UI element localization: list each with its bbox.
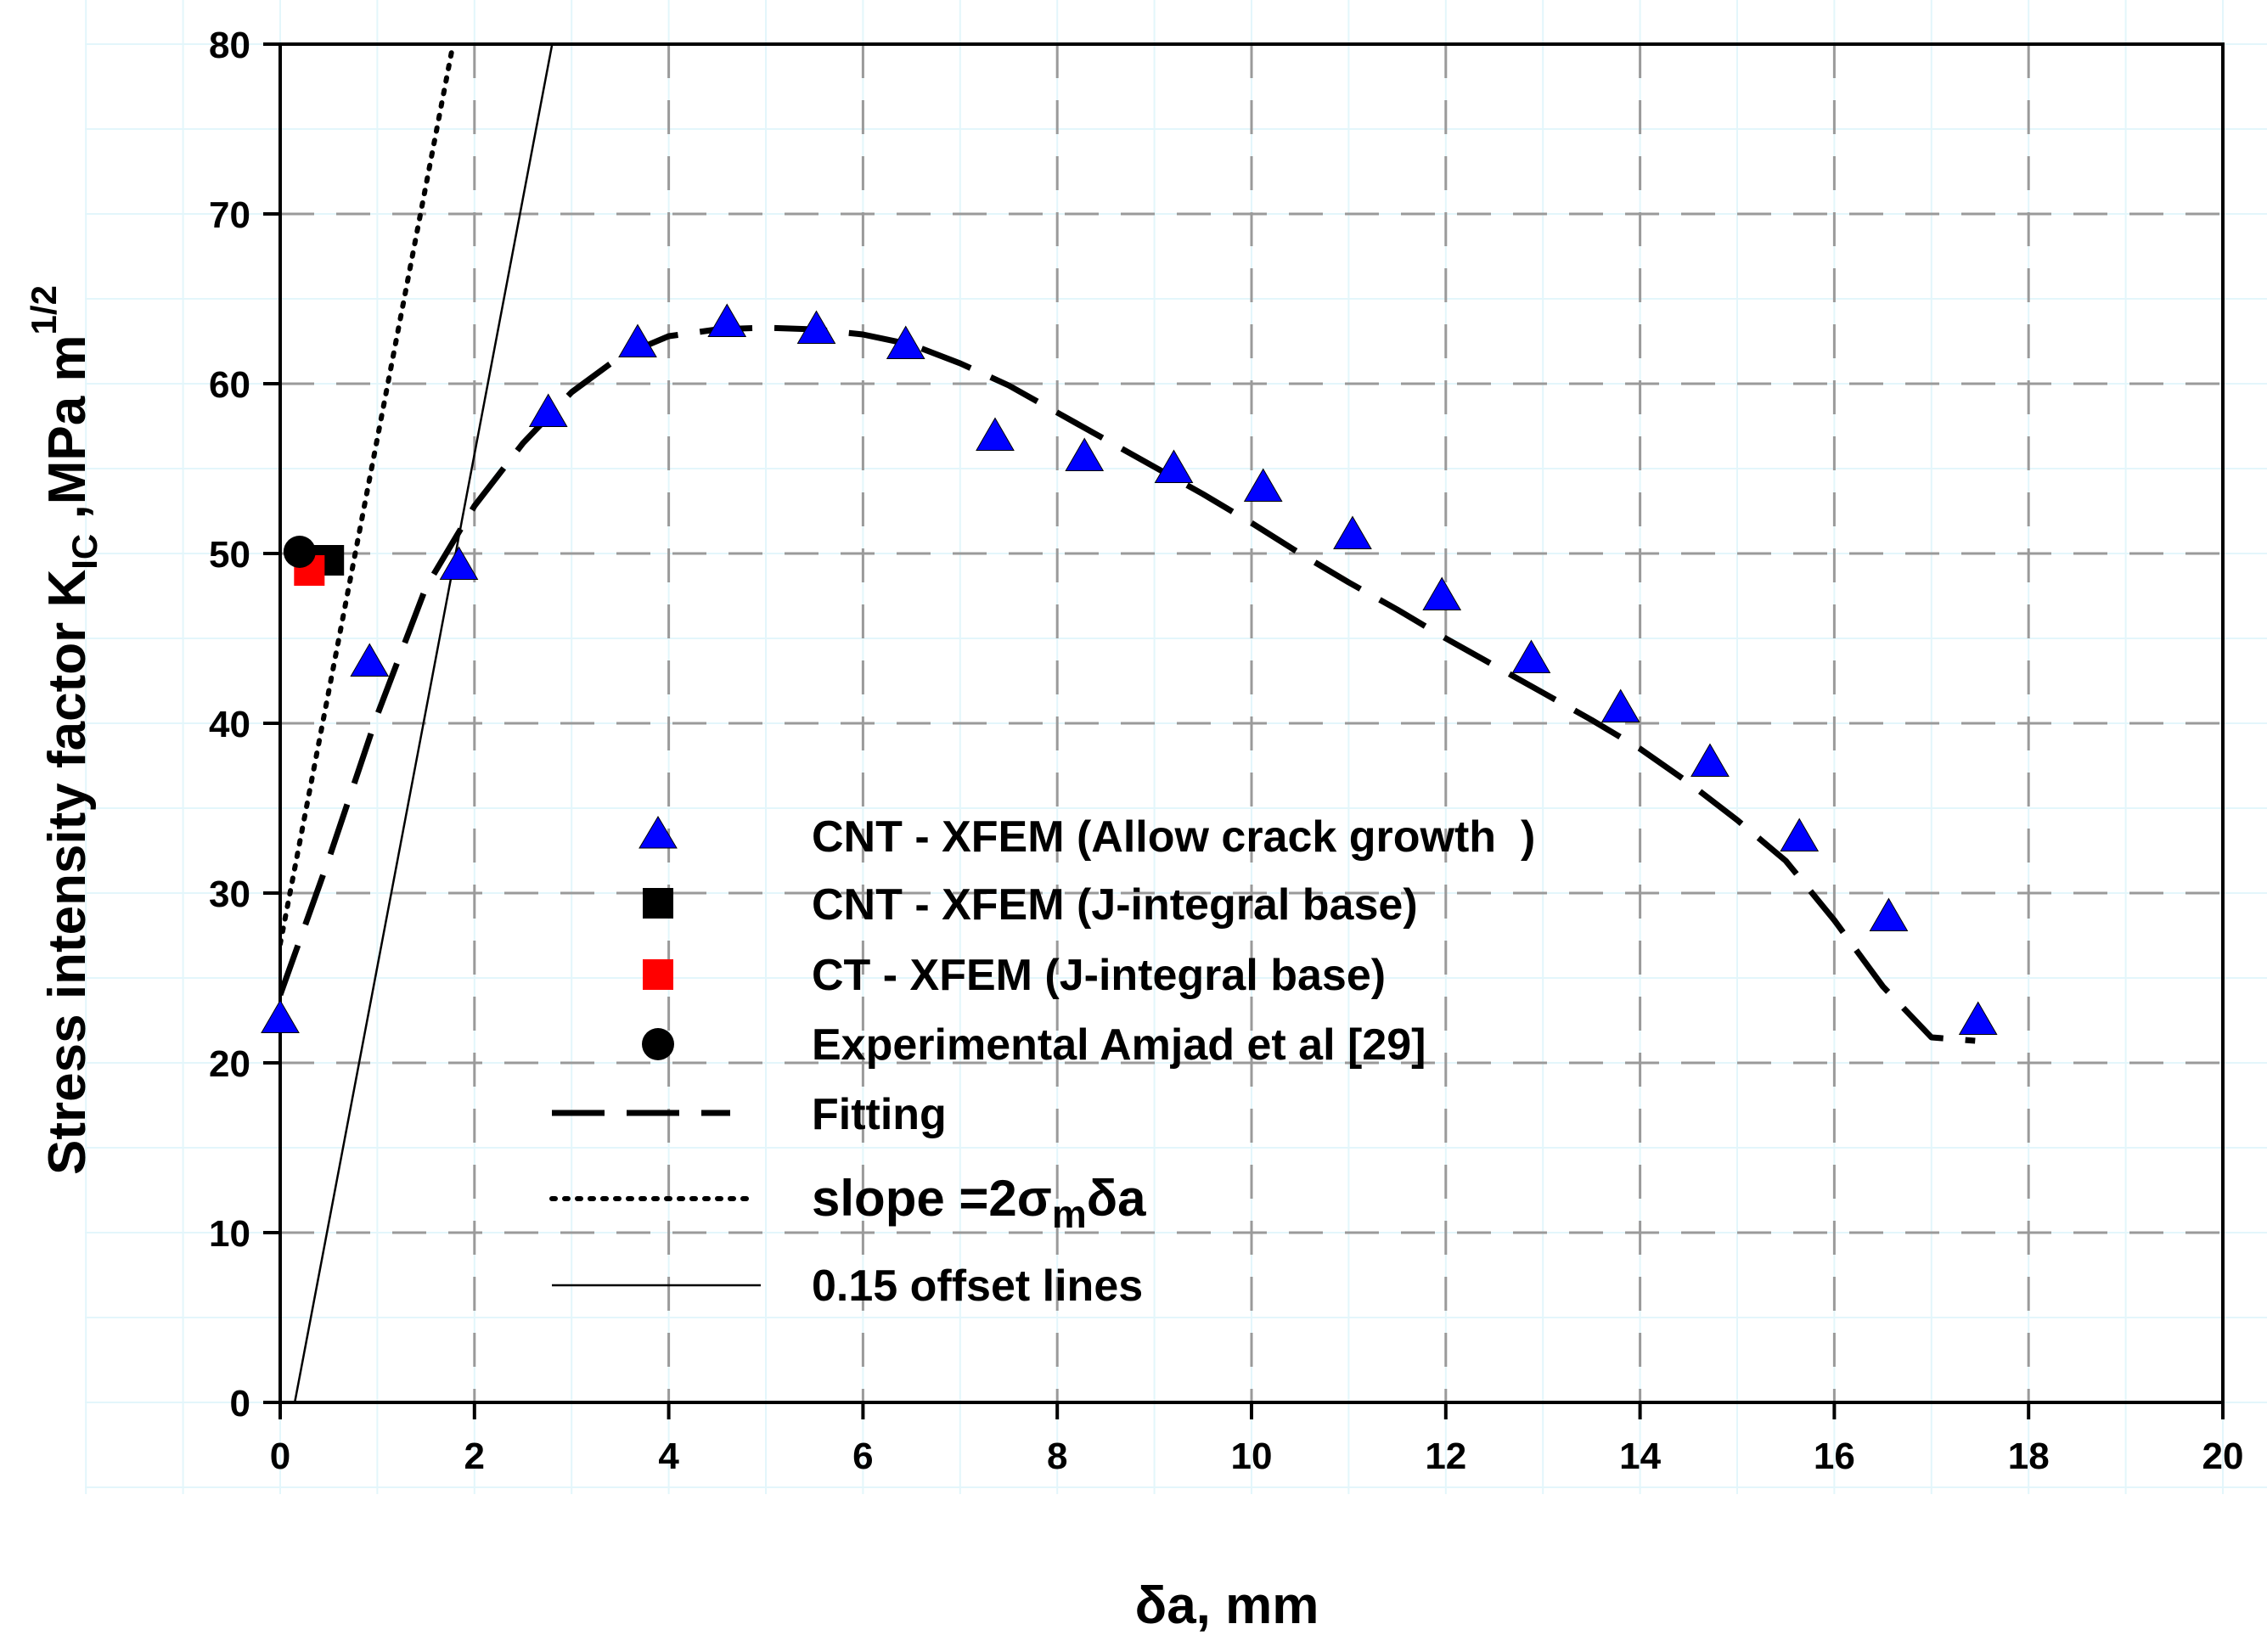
series-line-6 [293,44,554,1402]
x-tick-label: 14 [1619,1436,1661,1477]
y-tick-label: 40 [209,704,250,745]
y-axis-title-subscript: IC [65,534,104,570]
data-point-triangle [886,325,925,359]
y-tick-labels: 0 10 20 30 40 50 60 70 80 [209,25,250,1424]
y-tick-label: 10 [209,1213,250,1255]
data-point-triangle [707,303,747,337]
data-point-triangle [528,393,568,427]
x-tick-label: 18 [2008,1436,2050,1477]
data-point-triangle [976,417,1015,451]
x-axis-title: δa, mm [1135,1576,1319,1635]
major-grid [280,44,2223,1402]
data-point-triangle [1958,1001,1998,1035]
data-point-triangle [1243,468,1283,502]
y-tick-label: 20 [209,1043,250,1085]
y-tick-label: 0 [230,1383,250,1424]
data-point-triangle [1154,449,1194,483]
x-tick-label: 0 [270,1436,290,1477]
x-tick-label: 20 [2202,1436,2244,1477]
data-point-triangle [618,323,657,357]
legend-label-slope: slope =2σmδa [812,1170,1146,1236]
y-tick-label: 50 [209,534,250,576]
y-axis-title-main: Stress intensity factor K [38,570,97,1175]
minor-grid [85,0,2267,1494]
legend-marker-circle [642,1028,674,1060]
y-tick-label: 80 [209,25,250,66]
legend-label-cnt-j-integral: CNT - XFEM (J-integral base) [812,880,1418,930]
series-markers [261,303,1998,1035]
y-tick-label: 70 [209,194,250,236]
data-point-triangle [1422,576,1462,610]
x-tick-label: 8 [1047,1436,1067,1477]
x-tick-label: 10 [1231,1436,1273,1477]
data-point-triangle [1690,743,1730,777]
y-tick-label: 30 [209,874,250,915]
data-point-triangle [350,643,390,677]
legend-label-slope-tail: δa [1087,1170,1146,1227]
data-point-triangle [1869,897,1909,931]
series-line-4 [280,324,1976,1044]
axis-ticks [263,42,2225,1419]
x-tick-label: 16 [1814,1436,1855,1477]
data-point-triangle [1600,688,1640,722]
legend-label-slope-main: slope =2σ [812,1170,1052,1227]
legend-label-ct-j-integral: CT - XFEM (J-integral base) [812,951,1386,1000]
series-lines [280,44,1976,1402]
data-point-triangle [1780,818,1820,851]
y-axis-title-superscript: 1/2 [24,285,64,334]
y-tick-label: 60 [209,364,250,406]
legend-label-fitting: Fitting [812,1090,947,1139]
x-tick-label: 12 [1425,1436,1466,1477]
y-axis-title: Stress intensity factor KIC ,MPa m1/2 [24,285,104,1175]
data-point-triangle [439,546,479,580]
legend-marker-triangle [638,816,678,849]
data-point-triangle [1333,515,1372,549]
legend-label-cnt-crack-growth: CNT - XFEM (Allow crack growth ) [812,812,1535,862]
data-point-triangle [261,999,300,1033]
data-point-circle [283,536,316,568]
data-point-triangle [1065,437,1105,471]
x-tick-label: 2 [464,1436,485,1477]
y-axis-title-unit: ,MPa m [38,334,97,533]
legend-marker-black-square [643,888,673,919]
data-point-triangle [1511,639,1551,673]
legend-marker-red-square [643,959,673,990]
x-tick-labels: 0 2 4 6 8 10 12 14 16 18 20 [270,1436,2244,1477]
x-tick-label: 4 [658,1436,679,1477]
legend-label-experimental: Experimental Amjad et al [29] [812,1020,1426,1070]
legend-label-offset: 0.15 offset lines [812,1261,1143,1311]
legend-label-slope-sub: m [1052,1192,1087,1236]
legend: CNT - XFEM (Allow crack growth ) CNT - X… [549,812,1535,1311]
series-line-5 [280,44,456,947]
data-point-triangle [796,310,836,344]
x-tick-label: 6 [852,1436,873,1477]
